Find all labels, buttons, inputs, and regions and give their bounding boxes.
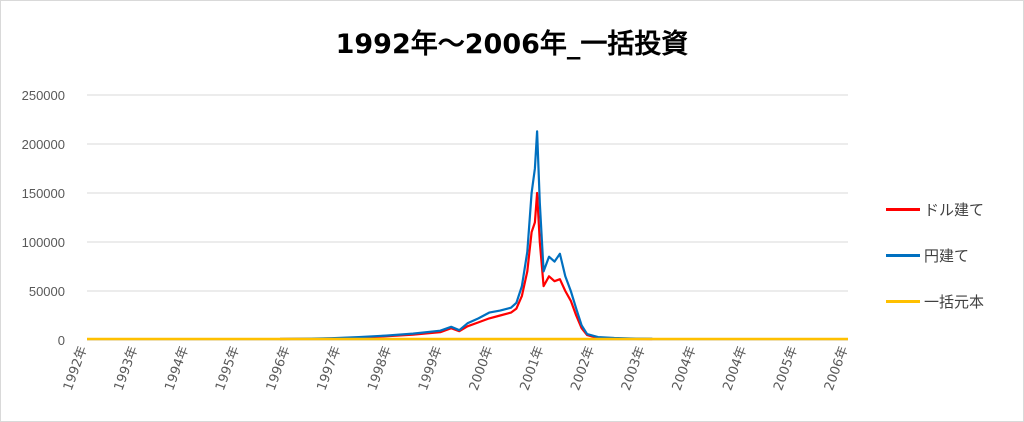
- series-line-1: [279, 130, 653, 341]
- legend: ドル建て 円建て 一括元本: [886, 200, 1016, 338]
- legend-item-yen: 円建て: [886, 246, 1016, 265]
- legend-item-principal: 一括元本: [886, 292, 1016, 311]
- series-lines: [87, 130, 848, 341]
- x-tick-label: 2001年: [517, 344, 547, 392]
- legend-label: 円建て: [924, 246, 970, 265]
- x-tick-label: 2005年: [771, 344, 801, 392]
- y-tick-label: 250000: [22, 88, 65, 103]
- x-tick-label: 2002年: [568, 344, 598, 392]
- chart-title: 1992年～2006年_一括投資: [335, 29, 689, 60]
- x-tick-label: 1999年: [416, 344, 446, 392]
- legend-swatch: [886, 253, 920, 257]
- x-tick-label: 1992年: [61, 344, 91, 392]
- x-tick-label: 1998年: [365, 344, 395, 392]
- x-tick-label: 2006年: [822, 344, 852, 392]
- x-tick-label: 1995年: [213, 344, 243, 392]
- gridlines: [87, 94, 848, 341]
- x-axis-ticks: 1992年 1993年 1994年 1995年 1996年 1997年 1998年 1999年…: [61, 344, 852, 392]
- y-tick-label: 0: [58, 333, 65, 348]
- x-tick-label: 1997年: [315, 344, 345, 392]
- x-tick-label: 1996年: [264, 344, 294, 392]
- x-tick-label: 2000年: [467, 344, 497, 392]
- y-tick-label: 100000: [22, 235, 65, 250]
- legend-item-dollar: ドル建て: [886, 200, 1016, 219]
- legend-swatch: [886, 207, 920, 211]
- x-tick-label: 2004年: [720, 344, 750, 392]
- y-tick-label: 50000: [29, 284, 65, 299]
- y-tick-label: 150000: [22, 186, 65, 201]
- series-line-0: [279, 191, 653, 341]
- legend-label: ドル建て: [924, 200, 985, 219]
- x-tick-label: 2003年: [619, 344, 649, 392]
- y-axis-ticks: 0 50000 100000 150000 200000 250000: [22, 88, 65, 348]
- x-tick-label: 2004年: [670, 344, 700, 392]
- y-tick-label: 200000: [22, 137, 65, 152]
- x-tick-label: 1993年: [112, 344, 142, 392]
- x-tick-label: 1994年: [162, 344, 192, 392]
- legend-label: 一括元本: [924, 292, 985, 311]
- legend-swatch: [886, 299, 920, 303]
